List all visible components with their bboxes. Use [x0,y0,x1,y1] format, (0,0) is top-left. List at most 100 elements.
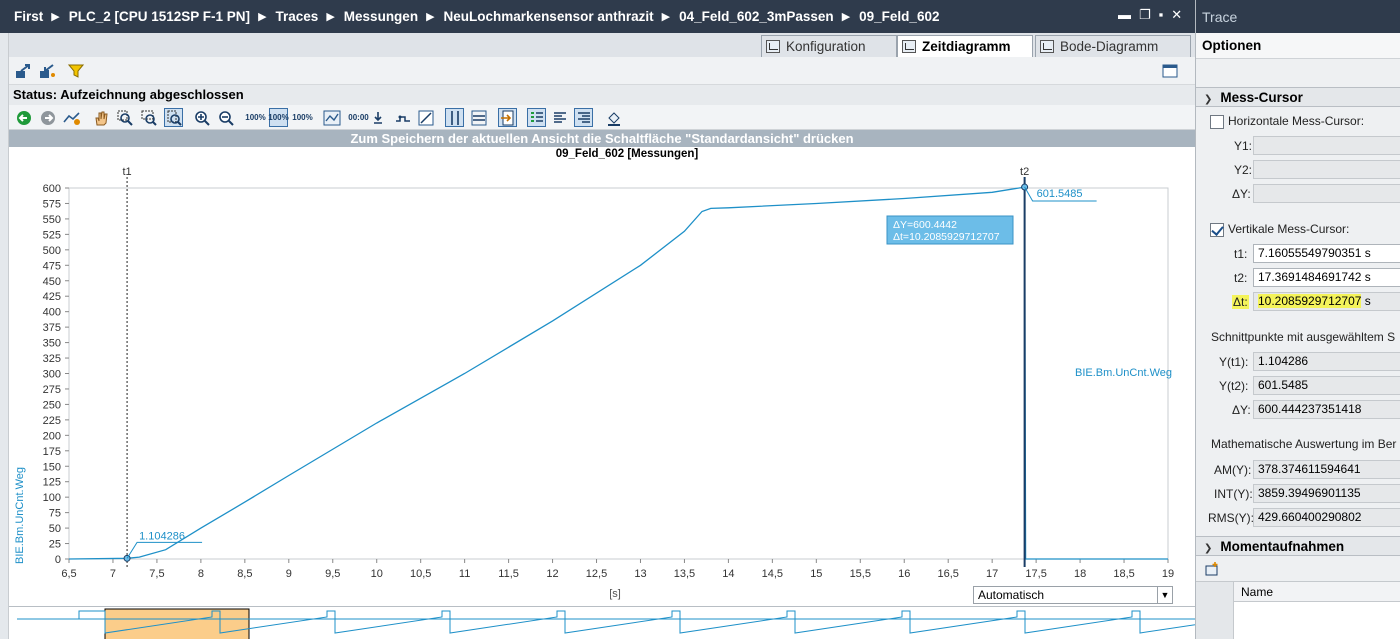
column-header-name[interactable]: Name [1234,582,1400,602]
x-tick-label: 10 [371,568,383,580]
zoom-area-icon[interactable] [115,108,134,127]
back-icon[interactable] [14,108,33,127]
close-icon[interactable]: ✕ [1171,7,1183,22]
breadcrumb-item[interactable]: NeuLochmarkensensor anthrazit [443,9,654,24]
math-eval-label: Mathematische Auswertung im Ber [1211,437,1397,451]
color-fill-icon[interactable] [604,108,623,127]
export-icon[interactable] [15,62,33,80]
x-tick-label: 12,5 [586,568,607,580]
momentaufnahmen-header: Momentaufnahmen [1220,539,1345,554]
time-diagram-chart[interactable]: 6,5 7 7,5 8 8,5 9 9,5 10 10,5 11 11,5 12 12,5 13 13,5 1… [9,161,1195,606]
dy-label: ΔY: [1232,187,1251,201]
x-tick-label: 13 [634,568,646,580]
filter-icon[interactable] [67,62,85,80]
vertical-cursor-icon[interactable] [445,108,464,127]
horizontal-cursor-checkbox[interactable] [1210,115,1224,129]
layout-icon[interactable] [1161,62,1179,80]
y-tick-label: 350 [43,338,61,350]
tool-icon [766,40,780,53]
download-icon[interactable] [368,108,387,127]
x-tick-label: 17 [986,568,998,580]
forward-icon[interactable] [38,108,57,127]
x-tick-label: 13,5 [674,568,695,580]
x-axis-label: [s] [609,588,621,600]
zoom-100-icon[interactable]: 100% [245,113,266,122]
overview-window[interactable] [104,608,250,639]
breadcrumb-item[interactable]: Messungen [343,9,419,24]
horizontal-cursor-icon[interactable] [469,108,488,127]
breadcrumb-item[interactable]: 04_Feld_602_3mPassen [679,9,834,24]
breadcrumb-item[interactable]: First [14,9,44,24]
snapshot-icon[interactable] [498,108,517,127]
chart-cursors[interactable]: t1 t2 1.104286 601.5485 [122,166,1097,567]
vertical-cursor-checkbox[interactable] [1210,223,1224,237]
t1-label: t1: [1234,247,1248,261]
breadcrumb: First ▶ PLC_2 [CPU 1512SP F-1 PN] ▶ Traces… [0,0,1195,33]
minimize-icon[interactable]: ▬ [1118,7,1131,22]
int-field: 3859.39496901135 [1253,484,1400,503]
dy-field [1253,184,1400,203]
panel-title: Trace [1196,0,1400,33]
y2-label: Y2: [1234,163,1253,177]
standard-view-icon[interactable] [62,108,81,127]
tab-konfiguration[interactable]: Konfiguration [761,35,897,57]
breadcrumb-item[interactable]: Traces [275,9,319,24]
breadcrumb-item[interactable]: 09_Feld_602 [859,9,940,24]
cursor-t1-label: t1 [122,166,131,178]
right-panel: Trace Optionen ❯ Mess-Cursor Horizontale … [1195,0,1400,639]
mess-cursor-header: Mess-Cursor [1220,90,1303,105]
y-tick-label: 25 [49,539,61,551]
zoom-y-icon[interactable] [164,108,183,127]
cursor-t2-label: t2 [1020,166,1029,178]
mess-cursor-section[interactable]: ❯ Mess-Cursor [1196,87,1400,107]
align-left-icon[interactable] [550,108,569,127]
time-diagram-icon [902,40,916,53]
zoom-y-100-icon[interactable]: 100% [268,108,289,127]
tab-zeitdiagramm[interactable]: Zeitdiagramm [897,35,1033,57]
yt1-field: 1.104286 [1253,352,1400,371]
momentaufnahmen-section[interactable]: ❯ Momentaufnahmen [1196,536,1400,556]
overview-strip[interactable] [9,606,1195,639]
breadcrumb-separator-icon: ▶ [258,11,267,23]
left-edge-strip [0,33,9,639]
legend-list-icon[interactable] [527,108,546,127]
t2-field[interactable]: 17.3691484691742 s [1253,268,1400,287]
hint-bar: Zum Speichern der aktuellen Ansicht die … [9,130,1195,147]
float-icon[interactable]: ▪ [1158,7,1164,22]
int-label: INT(Y): [1214,487,1253,501]
time-mode-icon[interactable]: 00:00 [348,113,369,122]
signal-view-icon[interactable] [322,108,341,127]
delta-y-label: ΔY=600.4442 [893,219,957,231]
x-tick-label: 14,5 [762,568,783,580]
add-snapshot-icon[interactable] [1204,561,1220,577]
breadcrumb-item[interactable]: PLC_2 [CPU 1512SP F-1 PN] [68,9,251,24]
t1-field[interactable]: 7.16055549790351 s [1253,244,1400,263]
chevron-down-icon[interactable]: ▼ [1157,587,1172,603]
y-tick-label: 75 [49,508,61,520]
zoom-x-icon[interactable] [139,108,158,127]
y-tick-label: 50 [49,523,61,535]
options-header: Optionen [1196,33,1400,59]
x-tick-label: 15 [810,568,822,580]
yt2-label: Y(t2): [1219,379,1249,393]
schnittpunkte-label: Schnittpunkte mit ausgewähltem S [1211,330,1396,344]
breadcrumb-separator-icon: ▶ [51,11,60,23]
pan-hand-icon[interactable] [91,108,110,127]
import-icon[interactable] [39,62,57,80]
tab-bode-diagramm[interactable]: Bode-Diagramm [1035,35,1191,57]
zoom-x-100-icon[interactable]: 100% [292,113,313,122]
step-line-icon[interactable] [393,108,412,127]
cursor-t1-leader [126,541,203,559]
tab-label: Zeitdiagramm [922,39,1011,54]
yt1-label: Y(t1): [1219,355,1249,369]
zoom-out-icon[interactable] [216,108,235,127]
diagonal-line-icon[interactable] [416,108,435,127]
zoom-in-icon[interactable] [192,108,211,127]
y-tick-label: 550 [43,214,61,226]
yt2-field: 601.5485 [1253,376,1400,395]
align-right-icon[interactable] [574,108,593,127]
scale-mode-select[interactable]: Automatisch ▼ [973,586,1173,604]
restore-icon[interactable]: ❐ [1139,7,1151,22]
series-legend-label[interactable]: BIE.Bm.UnCnt.Weg [1075,367,1172,379]
y-tick-label: 500 [43,245,61,257]
